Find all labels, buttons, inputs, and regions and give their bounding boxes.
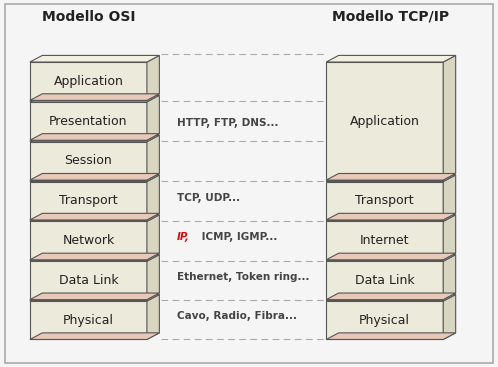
- Polygon shape: [30, 333, 159, 339]
- Polygon shape: [326, 255, 456, 261]
- Polygon shape: [147, 294, 159, 339]
- Polygon shape: [147, 255, 159, 299]
- Polygon shape: [326, 294, 456, 301]
- Text: TCP, UDP...: TCP, UDP...: [177, 193, 240, 203]
- Polygon shape: [326, 253, 456, 260]
- Bar: [30, 142, 147, 180]
- Polygon shape: [30, 134, 159, 140]
- Text: Session: Session: [65, 155, 112, 167]
- Polygon shape: [30, 135, 159, 142]
- Polygon shape: [443, 55, 456, 180]
- Polygon shape: [30, 294, 159, 301]
- Text: Presentation: Presentation: [49, 115, 127, 128]
- Polygon shape: [326, 293, 456, 299]
- Text: Transport: Transport: [59, 194, 118, 207]
- Polygon shape: [30, 213, 159, 220]
- Text: IP,: IP,: [177, 232, 190, 242]
- Polygon shape: [443, 175, 456, 220]
- Polygon shape: [30, 174, 159, 180]
- Bar: [30, 301, 147, 339]
- Text: Internet: Internet: [360, 234, 409, 247]
- Text: Transport: Transport: [356, 194, 414, 207]
- Bar: [30, 62, 147, 101]
- Text: Physical: Physical: [63, 314, 114, 327]
- Polygon shape: [147, 95, 159, 140]
- Bar: [30, 221, 147, 260]
- Bar: [326, 301, 443, 339]
- Polygon shape: [147, 215, 159, 260]
- Text: Data Link: Data Link: [355, 274, 414, 287]
- Text: Data Link: Data Link: [59, 274, 118, 287]
- Polygon shape: [326, 215, 456, 221]
- Bar: [326, 182, 443, 220]
- Bar: [326, 261, 443, 299]
- Text: Modello OSI: Modello OSI: [42, 10, 135, 23]
- Polygon shape: [326, 55, 456, 62]
- Polygon shape: [30, 255, 159, 261]
- Text: Network: Network: [62, 234, 115, 247]
- Polygon shape: [30, 55, 159, 62]
- Polygon shape: [326, 213, 456, 220]
- Polygon shape: [30, 94, 159, 101]
- Polygon shape: [147, 55, 159, 101]
- Polygon shape: [443, 215, 456, 260]
- Text: Ethernet, Token ring...: Ethernet, Token ring...: [177, 272, 309, 282]
- Polygon shape: [30, 293, 159, 299]
- Text: ICMP, IGMP...: ICMP, IGMP...: [198, 232, 277, 242]
- Text: Cavo, Radio, Fibra...: Cavo, Radio, Fibra...: [177, 311, 297, 321]
- Text: Application: Application: [53, 75, 124, 88]
- Bar: [30, 182, 147, 220]
- Bar: [30, 102, 147, 140]
- Bar: [326, 221, 443, 260]
- Text: Physical: Physical: [359, 314, 410, 327]
- Text: Modello TCP/IP: Modello TCP/IP: [332, 10, 450, 23]
- Polygon shape: [30, 175, 159, 182]
- Polygon shape: [326, 175, 456, 182]
- Text: HTTP, FTP, DNS...: HTTP, FTP, DNS...: [177, 118, 278, 128]
- Polygon shape: [326, 333, 456, 339]
- Polygon shape: [147, 135, 159, 180]
- Polygon shape: [30, 95, 159, 102]
- Bar: [30, 261, 147, 299]
- Polygon shape: [30, 215, 159, 221]
- Bar: [326, 62, 443, 180]
- Polygon shape: [443, 255, 456, 299]
- Text: Application: Application: [350, 115, 420, 128]
- Polygon shape: [443, 294, 456, 339]
- Polygon shape: [30, 253, 159, 260]
- Polygon shape: [147, 175, 159, 220]
- Polygon shape: [326, 174, 456, 180]
